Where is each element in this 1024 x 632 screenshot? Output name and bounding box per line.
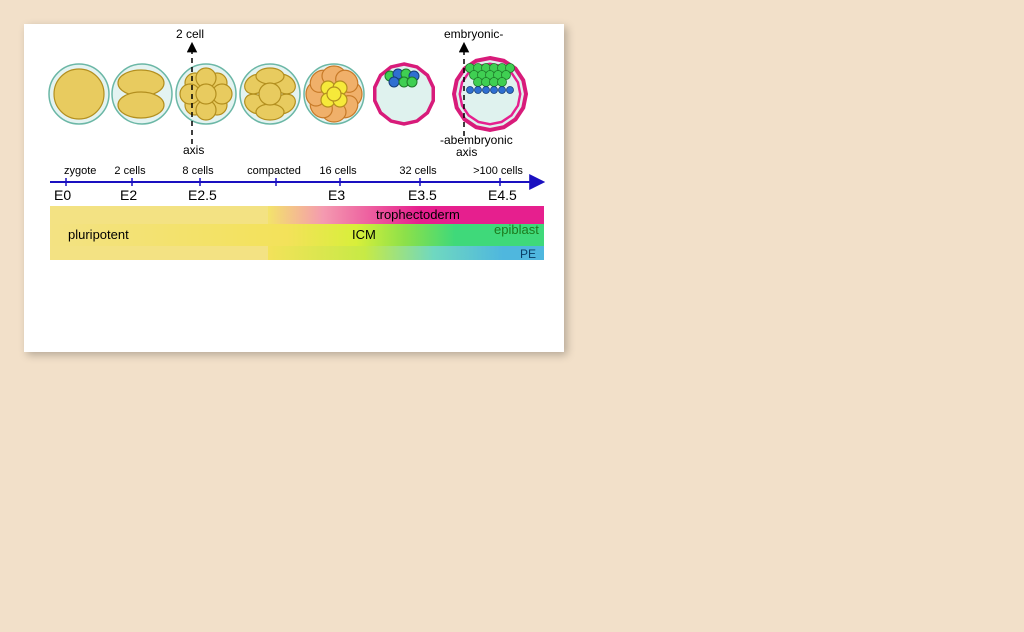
tick-top-3: compacted — [247, 165, 301, 177]
label-2cell-axis: 2 cell — [176, 27, 204, 41]
tick-bottom-5: E3.5 — [408, 187, 437, 203]
label-epiblast: epiblast — [494, 222, 539, 237]
tick-bottom-0: E0 — [54, 187, 71, 203]
tick-top-2: 8 cells — [182, 165, 214, 177]
tick-top-6: >100 cells — [473, 165, 523, 177]
label-axis-2: axis — [456, 145, 477, 159]
tick-top-5: 32 cells — [399, 165, 437, 177]
embryo-timeline-svg: trophectoderm pluripotent ICM epiblast PE zy… — [24, 24, 564, 352]
band-pe — [268, 246, 544, 260]
tick-bottom-6: E4.5 — [488, 187, 517, 203]
figure-panel: trophectoderm pluripotent ICM epiblast PE zy… — [24, 24, 564, 352]
embryo-row — [49, 58, 526, 130]
tick-bottom-4: E3 — [328, 187, 345, 203]
label-icm: ICM — [352, 227, 376, 242]
label-trophectoderm: trophectoderm — [376, 207, 460, 222]
band-troph-lead — [50, 206, 268, 224]
label-axis-1: axis — [183, 143, 204, 157]
lineage-bands: trophectoderm pluripotent ICM epiblast PE — [50, 206, 544, 261]
tick-bottom-2: E2.5 — [188, 187, 217, 203]
tick-top-4: 16 cells — [319, 165, 357, 177]
label-pe: PE — [520, 247, 536, 261]
time-axis: zygote E0 2 cells E2 8 cells E2.5 compacted 16 … — [50, 165, 542, 203]
tick-top-0: zygote — [64, 165, 96, 177]
tick-bottom-1: E2 — [120, 187, 137, 203]
band-pe-lead — [50, 246, 268, 260]
tick-top-1: 2 cells — [114, 165, 146, 177]
label-pluripotent: pluripotent — [68, 227, 129, 242]
label-embryonic: embryonic- — [444, 27, 503, 41]
